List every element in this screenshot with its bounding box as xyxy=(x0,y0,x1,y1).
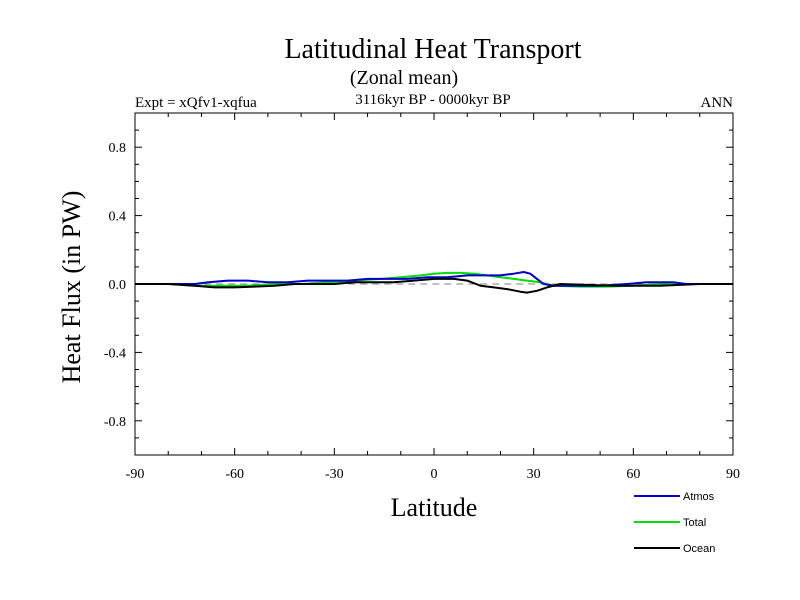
x-tick-label: -30 xyxy=(325,467,344,482)
legend: Atmos Total Ocean xyxy=(634,491,715,555)
legend-label-atmos: Atmos xyxy=(683,491,715,503)
season-label: ANN xyxy=(701,95,734,111)
x-tick-label: 90 xyxy=(726,467,740,482)
x-tick-label: 60 xyxy=(626,467,640,482)
y-tick-label: 0.4 xyxy=(109,210,127,225)
axis-tick-labels: -90 -60 -30 0 30 60 90 0.8 0.4 0.0 -0.4 -0.8 xyxy=(104,141,740,482)
y-axis-label: Heat Flux (in PW) xyxy=(57,191,86,384)
series-line-ocean xyxy=(135,277,733,294)
series-line-atmos xyxy=(135,271,733,287)
x-tick-label: -90 xyxy=(126,467,145,482)
axis-ticks xyxy=(134,112,734,456)
x-axis-label: Latitude xyxy=(391,493,478,522)
x-tick-label: -60 xyxy=(225,467,244,482)
x-tick-label: 30 xyxy=(527,467,541,482)
chart-subtitle: (Zonal mean) xyxy=(350,67,458,89)
chart-title: Latitudinal Heat Transport xyxy=(284,34,581,65)
y-tick-label: -0.8 xyxy=(104,415,126,430)
chart-period: 3116kyr BP - 0000kyr BP xyxy=(355,92,511,108)
experiment-label: Expt = xQfv1-xqfua xyxy=(135,95,257,111)
y-tick-label: 0.0 xyxy=(109,278,127,293)
legend-label-ocean: Ocean xyxy=(683,543,715,555)
x-tick-label: 0 xyxy=(431,467,438,482)
y-tick-label: 0.8 xyxy=(109,141,127,156)
y-tick-label: -0.4 xyxy=(104,346,126,361)
series-lines xyxy=(135,271,733,294)
legend-label-total: Total xyxy=(683,517,706,529)
